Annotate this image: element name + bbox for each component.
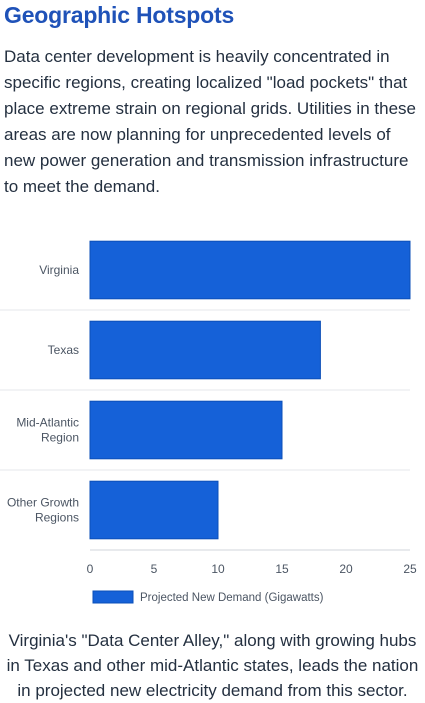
section-title: Geographic Hotspots: [4, 2, 235, 28]
x-tick-label: 15: [275, 562, 289, 576]
intro-paragraph: Data center development is heavily conce…: [4, 47, 416, 196]
category-label: Texas: [48, 343, 79, 357]
bar-1: [89, 320, 321, 380]
category-label: Other Growth Regions: [7, 496, 79, 525]
x-tick-label: 10: [211, 562, 225, 576]
x-tick-label: 20: [339, 562, 353, 576]
x-tick-label: 0: [87, 562, 94, 576]
legend-label: Projected New Demand (Gigawatts): [140, 592, 324, 604]
chart-caption: Virginia's "Data Center Alley," along wi…: [6, 631, 419, 700]
legend-swatch: [92, 590, 134, 604]
x-tick-label: 5: [151, 562, 158, 576]
bar-2: [89, 400, 283, 460]
demand-bar-chart: Virginia Texas Mid-Atlantic Region Other Gro…: [0, 240, 417, 604]
bar-3: [89, 480, 219, 540]
category-label: Mid-Atlantic Region: [16, 416, 79, 445]
bar-0: [89, 240, 411, 300]
category-label: Virginia: [39, 263, 79, 277]
x-tick-label: 25: [403, 562, 417, 576]
